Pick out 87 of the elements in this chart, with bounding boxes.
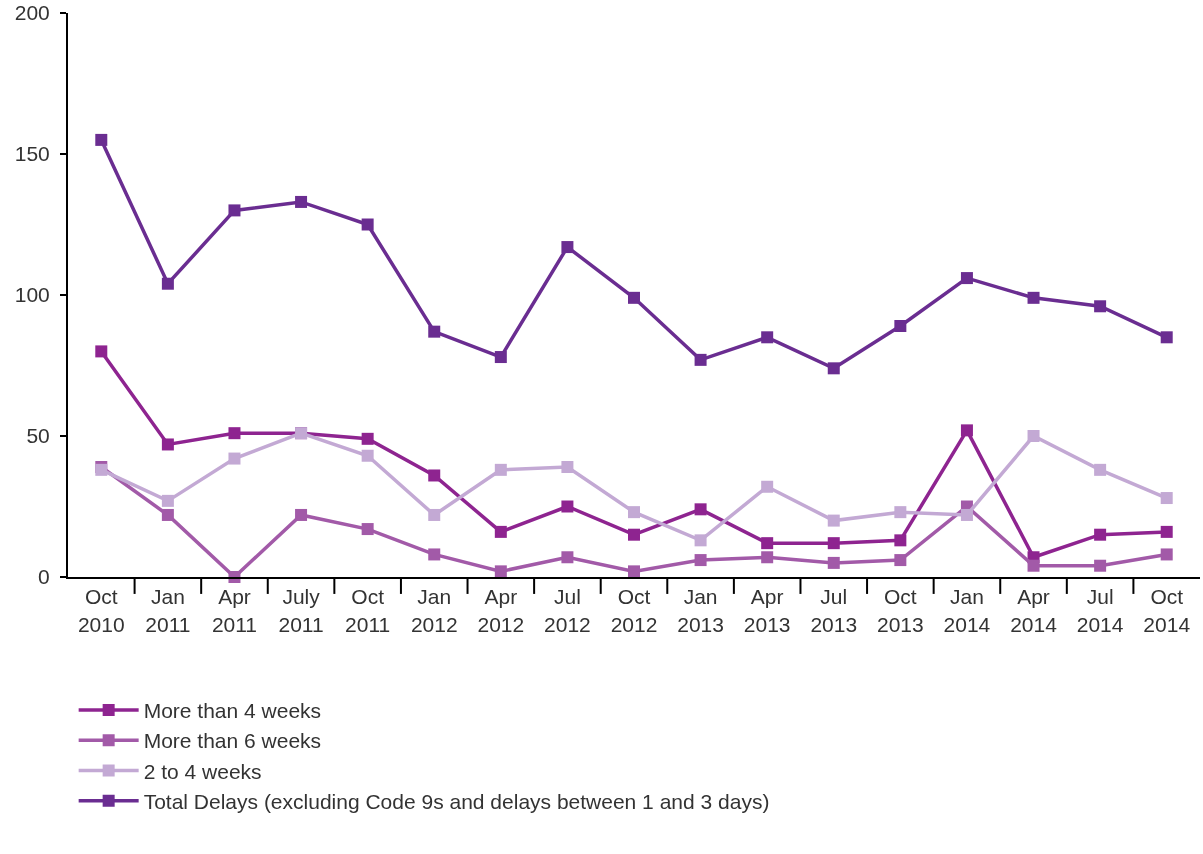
- point: [894, 534, 907, 547]
- point: [761, 551, 774, 564]
- x-tick-label: Apr 2013: [743, 585, 791, 636]
- point: [494, 525, 507, 538]
- x-tick-label: Apr 2012: [477, 585, 525, 636]
- point: [628, 565, 640, 578]
- point: [628, 291, 640, 304]
- point: [161, 277, 174, 290]
- point: [295, 195, 308, 208]
- point: [361, 218, 374, 231]
- point: [1027, 291, 1040, 304]
- point: [428, 469, 441, 482]
- point: [161, 494, 174, 507]
- point: [161, 438, 174, 451]
- point: [561, 461, 574, 474]
- point: [1094, 300, 1107, 313]
- point: [761, 331, 774, 344]
- point: [361, 432, 374, 445]
- point: [361, 449, 374, 462]
- x-tick-label: Jan 2012: [410, 585, 458, 636]
- point: [228, 427, 241, 440]
- point: [494, 463, 507, 476]
- point: [95, 133, 108, 146]
- legend-label: More than 6 weeks: [143, 729, 322, 753]
- x-tick-label: Jul 2012: [544, 585, 591, 636]
- x-tick-label: Oct 2012: [610, 585, 658, 636]
- point: [295, 508, 308, 521]
- point: [694, 503, 707, 516]
- point: [694, 534, 707, 547]
- x-tick-label: Jan 2011: [145, 585, 191, 636]
- x-tick-label: July 2011: [278, 585, 324, 636]
- legend-label: 2 to 4 weeks: [143, 759, 262, 783]
- point: [1160, 492, 1173, 505]
- point: [894, 554, 907, 567]
- y-tick-label: 0: [38, 565, 50, 589]
- y-tick-label: 200: [14, 1, 50, 25]
- point: [628, 528, 640, 541]
- x-tick-label: Oct 2013: [876, 585, 924, 636]
- point: [428, 508, 441, 521]
- point: [1160, 331, 1173, 344]
- x-tick-label: Oct 2010: [77, 585, 125, 636]
- point: [561, 551, 574, 564]
- point: [494, 351, 507, 364]
- point: [761, 537, 774, 550]
- point: [428, 548, 441, 561]
- point: [95, 345, 108, 358]
- point: [1160, 525, 1173, 538]
- point: [827, 362, 840, 375]
- point: [1094, 463, 1107, 476]
- point: [228, 452, 241, 465]
- point: [561, 241, 574, 254]
- x-tick-label: Apr 2011: [211, 585, 258, 636]
- point: [161, 508, 174, 521]
- point: [960, 508, 973, 521]
- point: [827, 537, 840, 550]
- point: [894, 506, 907, 519]
- y-tick-label: 50: [26, 424, 50, 448]
- point: [494, 565, 507, 578]
- point: [694, 353, 707, 366]
- x-tick-label: Jul 2014: [1076, 585, 1124, 636]
- point: [1027, 430, 1040, 442]
- point: [1094, 528, 1107, 541]
- x-tick-label: Apr 2014: [1010, 585, 1058, 636]
- point: [228, 204, 241, 217]
- y-tick-label: 100: [14, 283, 50, 307]
- x-tick-label: Oct 2011: [345, 585, 391, 636]
- point: [1094, 559, 1107, 572]
- point: [894, 320, 907, 333]
- point: [694, 554, 707, 567]
- point: [361, 523, 374, 536]
- point: [428, 325, 441, 338]
- point: [561, 500, 574, 513]
- point: [1027, 559, 1040, 572]
- point: [960, 272, 973, 285]
- legend-label: More than 4 weeks: [143, 699, 322, 723]
- point: [827, 514, 840, 527]
- point: [1160, 548, 1173, 561]
- y-tick-label: 150: [14, 142, 50, 166]
- point: [827, 556, 840, 569]
- x-tick-label: Jan 2013: [677, 585, 724, 636]
- x-tick-label: Oct 2014: [1143, 585, 1191, 636]
- legend-label: Total Delays (excluding Code 9s and delays between 1 and 3 days): [143, 790, 770, 814]
- point: [960, 424, 973, 437]
- x-tick-label: Jul 2013: [810, 585, 858, 636]
- point: [761, 480, 774, 493]
- x-tick-label: Jan 2014: [943, 585, 991, 636]
- point: [628, 506, 640, 519]
